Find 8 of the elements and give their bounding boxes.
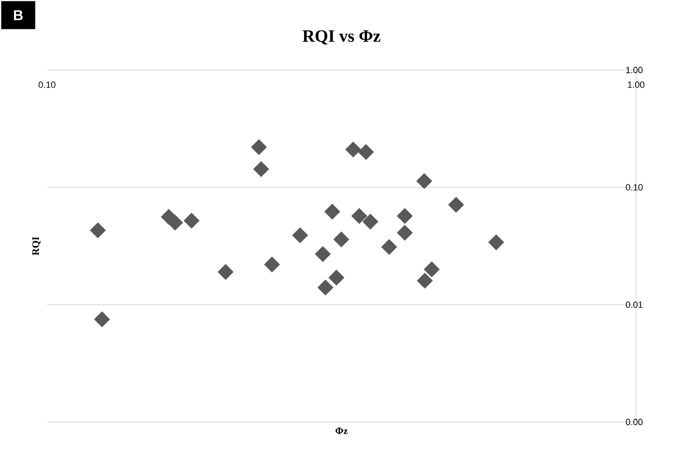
- y-tick-label: 1.00: [626, 66, 643, 74]
- chart-title: RQI vs Φz: [302, 30, 380, 44]
- y-tick-label: 0.10: [626, 184, 643, 190]
- x-axis-title: Φz: [336, 428, 348, 434]
- y-axis-title: RQI: [32, 236, 41, 256]
- y-tick-label: 0.00: [626, 418, 643, 426]
- y-tick-label: 0.01: [626, 301, 643, 308]
- text: B: [14, 10, 23, 20]
